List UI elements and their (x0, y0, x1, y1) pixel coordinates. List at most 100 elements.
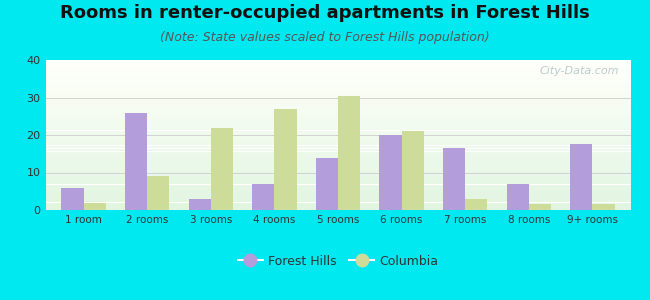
Bar (274, 109, 296, 210)
Bar (46, 92, 630, 93)
Bar (46, 153, 630, 154)
Bar (46, 144, 630, 146)
Bar (46, 100, 630, 102)
Bar (46, 176, 630, 177)
Bar (46, 102, 630, 104)
Bar (46, 87, 630, 88)
Bar (46, 192, 630, 194)
Bar (46, 80, 630, 81)
Bar (46, 165, 630, 166)
Bar (46, 85, 630, 87)
Bar (46, 160, 630, 162)
Bar (402, 131, 424, 210)
Bar (46, 188, 630, 189)
Bar (46, 208, 630, 210)
Bar (46, 129, 630, 130)
Bar (46, 72, 630, 74)
Bar (46, 96, 630, 98)
Bar (46, 196, 630, 198)
Bar (46, 206, 630, 207)
Bar (46, 168, 630, 170)
Bar (252, 184, 274, 210)
Bar (46, 177, 630, 178)
Bar (592, 204, 615, 210)
Bar (46, 201, 630, 202)
Bar (46, 182, 630, 183)
Bar (46, 198, 630, 200)
Bar (46, 150, 630, 152)
Bar (338, 96, 360, 210)
Bar (443, 148, 465, 210)
Bar (46, 186, 630, 188)
Bar (46, 159, 630, 160)
Text: Rooms in renter-occupied apartments in Forest Hills: Rooms in renter-occupied apartments in F… (60, 4, 590, 22)
Bar (46, 93, 630, 94)
Bar (46, 142, 630, 144)
Bar (211, 128, 233, 210)
Bar (46, 202, 630, 204)
Bar (46, 204, 630, 206)
Bar (46, 154, 630, 156)
Bar (46, 118, 630, 120)
Bar (46, 189, 630, 190)
Bar (380, 135, 402, 210)
Bar (46, 112, 630, 114)
Bar (46, 164, 630, 165)
Bar (46, 110, 630, 111)
Bar (316, 158, 338, 210)
Bar (46, 146, 630, 147)
Bar (46, 138, 630, 140)
Bar (61, 188, 84, 210)
Bar (46, 135, 630, 136)
Bar (46, 84, 630, 86)
Bar (46, 116, 630, 117)
Text: (Note: State values scaled to Forest Hills population): (Note: State values scaled to Forest Hil… (160, 32, 490, 44)
Bar (46, 122, 630, 123)
Bar (46, 134, 630, 135)
Bar (188, 199, 211, 210)
Bar (46, 207, 630, 208)
Bar (46, 126, 630, 128)
Bar (46, 117, 630, 118)
Bar (46, 68, 630, 69)
Bar (46, 172, 630, 174)
Bar (46, 132, 630, 134)
Bar (46, 88, 630, 90)
Bar (46, 66, 630, 68)
Bar (46, 128, 630, 129)
Bar (46, 136, 630, 138)
Bar (46, 169, 630, 171)
Bar (46, 183, 630, 184)
Bar (46, 156, 630, 158)
Bar (465, 199, 488, 210)
Bar (46, 130, 630, 132)
Bar (46, 111, 630, 112)
Bar (46, 148, 630, 150)
Bar (46, 105, 630, 106)
Bar (46, 184, 630, 186)
Bar (46, 81, 630, 82)
Bar (46, 141, 630, 142)
Bar (46, 94, 630, 96)
Bar (46, 75, 630, 76)
Bar (46, 123, 630, 124)
Bar (46, 74, 630, 75)
Bar (46, 200, 630, 201)
Bar (46, 78, 630, 80)
Bar (46, 140, 630, 141)
Bar (148, 176, 170, 210)
Bar (46, 63, 630, 64)
Bar (46, 162, 630, 164)
Legend: Forest Hills, Columbia: Forest Hills, Columbia (233, 250, 443, 273)
Bar (125, 112, 148, 210)
Bar (570, 144, 592, 210)
Bar (46, 124, 630, 126)
Bar (46, 106, 630, 108)
Bar (46, 114, 630, 116)
Bar (46, 190, 630, 192)
Bar (46, 69, 630, 70)
Bar (46, 60, 630, 61)
Bar (46, 167, 630, 168)
Bar (506, 184, 528, 210)
Bar (84, 202, 106, 210)
